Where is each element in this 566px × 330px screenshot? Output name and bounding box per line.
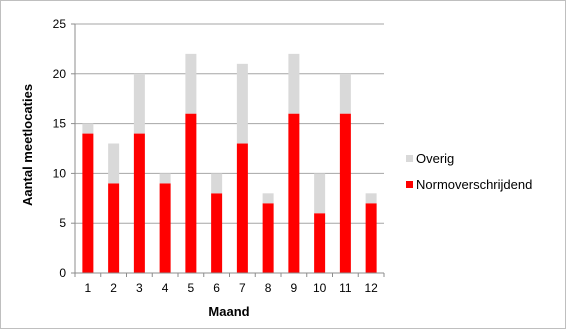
x-tick-label: 1 [85,281,92,295]
x-tick-label: 12 [364,281,378,295]
x-tick-label: 7 [239,281,246,295]
y-tick-label: 10 [53,166,67,180]
bar-normoverschrijdend-10 [314,213,326,273]
y-tick-label: 20 [53,67,67,81]
bar-overig-6 [211,173,223,194]
y-tick-label: 5 [59,216,66,230]
bars [82,53,377,273]
bar-overig-8 [262,193,274,204]
x-axis-title: Maand [208,304,249,319]
bar-overig-9 [288,53,300,114]
bar-normoverschrijdend-12 [365,203,377,273]
bar-overig-1 [82,123,94,134]
x-tick-label: 5 [188,281,195,295]
x-tick-label: 9 [291,281,298,295]
bar-normoverschrijdend-5 [185,113,197,273]
bar-normoverschrijdend-7 [236,143,248,273]
legend-label-normoverschrijdend: Normoverschrijdend [416,177,532,192]
axes [71,23,385,277]
legend-swatch-normoverschrijdend [406,181,413,188]
x-tick-label: 11 [339,281,352,295]
bar-normoverschrijdend-8 [262,203,274,273]
legend-label-overig: Overig [416,151,454,166]
y-tick-labels: 0 5 10 15 20 25 [53,17,67,280]
bar-overig-12 [365,193,377,204]
x-tick-labels: 1 2 3 4 5 6 7 8 9 10 11 12 [85,281,379,295]
bar-overig-3 [133,73,145,134]
bar-overig-7 [236,63,248,144]
bar-normoverschrijdend-6 [211,193,223,273]
y-tick-label: 0 [59,266,66,280]
bar-overig-11 [339,73,351,114]
x-tick-label: 3 [136,281,143,295]
y-tick-label: 15 [53,117,67,131]
bar-overig-4 [159,173,171,184]
bar-normoverschrijdend-2 [108,183,120,273]
bar-overig-2 [108,143,120,184]
x-tick-label: 10 [313,281,327,295]
bar-overig-10 [314,173,326,214]
bar-overig-5 [185,53,197,114]
bar-normoverschrijdend-3 [133,133,145,273]
legend-swatch-overig [406,155,413,162]
y-axis-title: Aantal meetlocaties [20,84,35,206]
bar-normoverschrijdend-4 [159,183,171,273]
x-tick-label: 6 [213,281,220,295]
gridlines [75,23,384,224]
bar-normoverschrijdend-1 [82,133,94,273]
bar-normoverschrijdend-9 [288,113,300,273]
bar-normoverschrijdend-11 [339,113,351,273]
x-tick-label: 4 [162,281,169,295]
legend: Overig Normoverschrijdend [406,151,532,192]
x-tick-label: 2 [110,281,117,295]
y-tick-label: 25 [53,17,67,31]
x-tick-label: 8 [265,281,272,295]
